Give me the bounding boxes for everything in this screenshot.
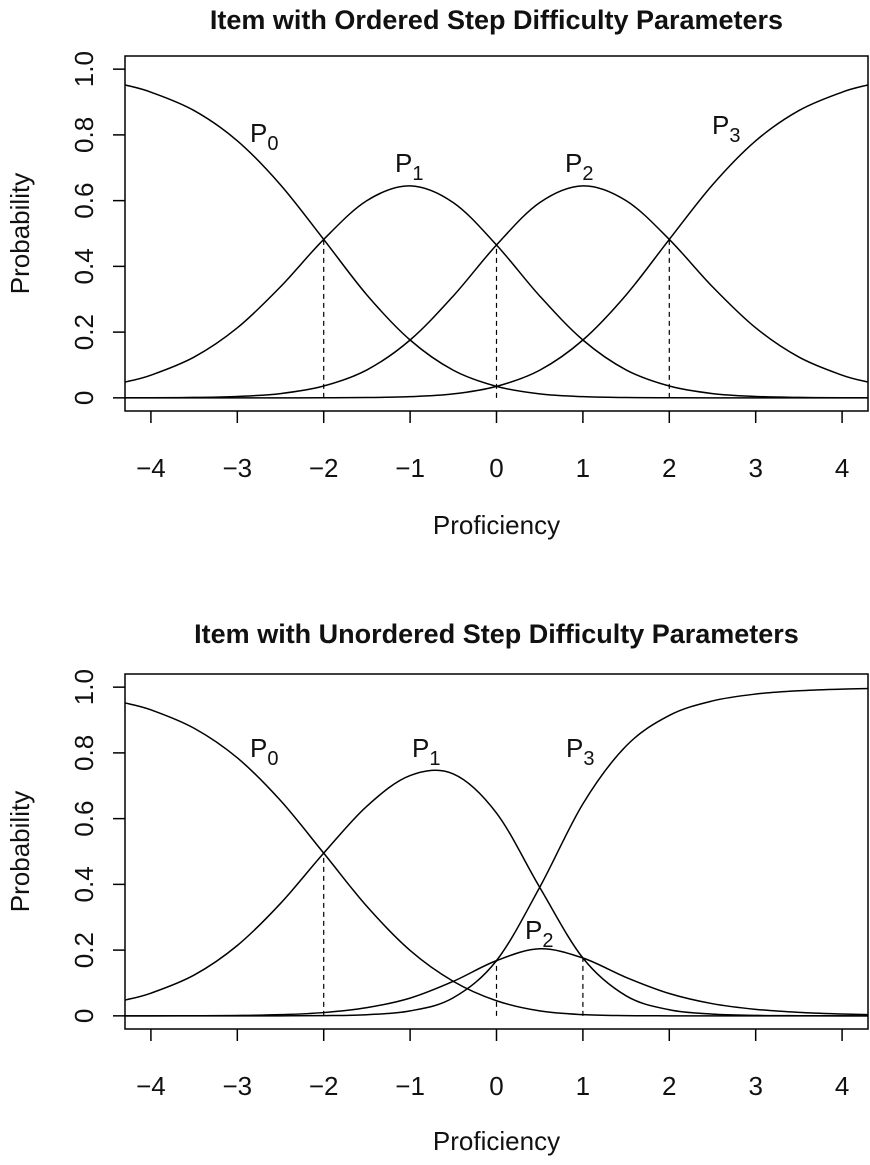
- chart-title: Item with Unordered Step Difficulty Para…: [194, 619, 799, 649]
- y-tick-label: 0.8: [69, 735, 99, 771]
- x-axis-label: Proficiency: [433, 510, 560, 540]
- curve-label: P0: [250, 118, 278, 155]
- curve-label: P3: [566, 733, 594, 770]
- y-tick-label: 0.6: [69, 183, 99, 219]
- y-tick-label: 1.0: [69, 51, 99, 87]
- probability-curve: [124, 769, 869, 1017]
- x-tick-label: −2: [309, 453, 339, 483]
- probability-curve: [124, 185, 869, 399]
- curve-label-name: P: [250, 733, 267, 763]
- x-tick-label: 2: [662, 453, 676, 483]
- curve-label-name: P: [525, 915, 542, 945]
- y-tick-label: 0.8: [69, 117, 99, 153]
- curve-label-subscript: 0: [267, 133, 278, 155]
- curve-label: P2: [565, 148, 593, 185]
- x-axis-label: Proficiency: [433, 1126, 560, 1156]
- y-tick-label: 0.2: [69, 932, 99, 968]
- curve-label-subscript: 1: [412, 163, 423, 185]
- curve-label: P2: [525, 915, 553, 952]
- x-tick-label: −1: [395, 453, 425, 483]
- curve-label-name: P: [412, 733, 429, 763]
- curve-label-subscript: 2: [542, 930, 553, 952]
- x-tick-label: 2: [662, 1071, 676, 1101]
- y-axis-label: Probability: [5, 173, 35, 294]
- x-tick-label: 0: [489, 1071, 503, 1101]
- x-tick-label: 1: [576, 1071, 590, 1101]
- x-tick-label: −4: [136, 453, 166, 483]
- curve-label-name: P: [712, 110, 729, 140]
- x-tick-label: 3: [748, 453, 762, 483]
- x-tick-label: −2: [309, 1071, 339, 1101]
- y-axis-label: Probability: [5, 791, 35, 912]
- x-tick-label: 4: [835, 1071, 849, 1101]
- probability-curve: [124, 687, 869, 1017]
- y-tick-label: 0.4: [69, 248, 99, 284]
- chart-title: Item with Ordered Step Difficulty Parame…: [210, 5, 783, 35]
- y-tick-label: 0.6: [69, 801, 99, 837]
- y-tick-label: 0: [69, 391, 99, 405]
- curve-label: P1: [395, 148, 423, 185]
- curve-label-name: P: [250, 118, 267, 148]
- probability-curve: [124, 84, 869, 399]
- y-tick-label: 0.2: [69, 314, 99, 350]
- x-tick-label: −4: [136, 1071, 166, 1101]
- y-tick-label: 0.4: [69, 866, 99, 902]
- curve-label: P1: [412, 733, 440, 770]
- x-tick-label: −1: [395, 1071, 425, 1101]
- curve-label-subscript: 0: [267, 748, 278, 770]
- curve-label-subscript: 1: [429, 748, 440, 770]
- curve-label: P3: [712, 110, 740, 147]
- curve-label: P0: [250, 733, 278, 770]
- y-tick-label: 1.0: [69, 669, 99, 705]
- curve-label-name: P: [566, 733, 583, 763]
- curve-label-subscript: 2: [582, 163, 593, 185]
- x-tick-label: 4: [835, 453, 849, 483]
- y-tick-label: 0: [69, 1009, 99, 1023]
- x-tick-label: 1: [576, 453, 590, 483]
- curve-label-subscript: 3: [583, 748, 594, 770]
- x-tick-label: 3: [748, 1071, 762, 1101]
- x-tick-label: 0: [489, 453, 503, 483]
- x-tick-label: −3: [222, 453, 252, 483]
- x-tick-label: −3: [222, 1071, 252, 1101]
- curve-label-name: P: [395, 148, 412, 178]
- curve-label-subscript: 3: [729, 125, 740, 147]
- curve-label-name: P: [565, 148, 582, 178]
